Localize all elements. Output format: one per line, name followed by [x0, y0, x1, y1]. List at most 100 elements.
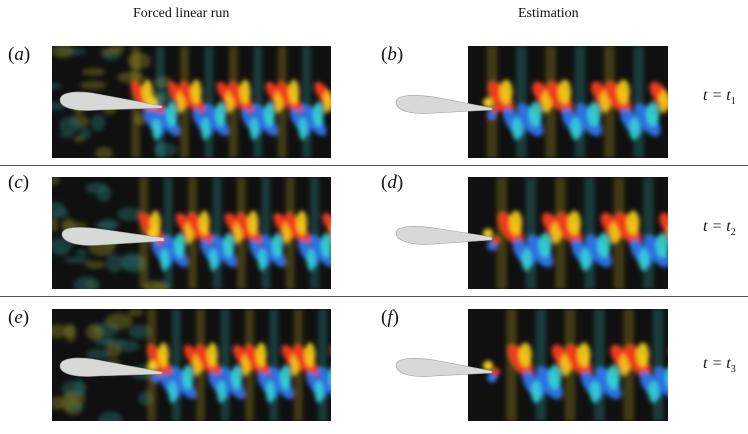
- wake-band: [220, 309, 230, 421]
- vortex-halo: [518, 342, 532, 368]
- trailing-edge-vortex: [492, 104, 500, 113]
- vortex-halo: [304, 342, 316, 368]
- upstream-structure: [120, 252, 142, 270]
- vortex-halo: [521, 248, 532, 272]
- wake-band: [302, 46, 311, 158]
- upstream-structure: [59, 117, 81, 134]
- vortex-halo: [511, 117, 523, 141]
- upstream-structure: [52, 396, 65, 411]
- wake-band: [318, 309, 328, 421]
- upstream-structure: [97, 411, 123, 421]
- upstream-structure: [116, 71, 145, 84]
- panel-label-d: (d): [381, 172, 404, 193]
- vortex-halo: [200, 117, 210, 141]
- vortex-halo: [207, 342, 218, 368]
- wake-band: [574, 46, 586, 158]
- vorticity-field: [468, 46, 668, 158]
- wake-band: [652, 309, 664, 421]
- wake-band: [594, 309, 605, 421]
- upstream-structure: [73, 276, 100, 289]
- wake-band: [633, 46, 644, 158]
- vortex-halo: [531, 380, 542, 404]
- vortex-halo: [329, 367, 331, 387]
- panel-label-e: (e): [8, 307, 30, 328]
- vortex-halo: [231, 365, 243, 390]
- vorticity-field: [468, 309, 668, 421]
- upstream-structure: [85, 261, 106, 269]
- vortex-halo: [321, 233, 331, 258]
- vortex-halo: [567, 210, 581, 236]
- wake-band: [516, 46, 527, 158]
- trailing-edge-vortex: [147, 360, 158, 371]
- row-separator-2: [0, 296, 748, 297]
- wake-band: [171, 309, 181, 421]
- vortex-halo: [312, 102, 324, 127]
- vortex-halo: [217, 380, 226, 404]
- airfoil-c: [61, 227, 165, 246]
- upstream-structure: [73, 135, 85, 143]
- vortex-core: [659, 212, 668, 240]
- airfoil-shape: [59, 357, 163, 377]
- vortex-halo: [570, 117, 581, 141]
- vortex-halo: [239, 79, 251, 105]
- trailing-edge-vortex: [492, 235, 500, 244]
- vortex-halo: [247, 210, 259, 236]
- upstream-structure: [85, 323, 103, 341]
- trailing-edge-vortex: [492, 367, 500, 376]
- vortex-halo: [152, 117, 161, 141]
- vortex-halo: [160, 248, 169, 272]
- airfoil-e: [59, 357, 163, 377]
- vortex-halo: [577, 342, 591, 368]
- vortex-halo: [629, 117, 640, 141]
- vortex-halo: [322, 90, 331, 114]
- wake-band: [261, 177, 271, 289]
- vortex-halo: [223, 233, 235, 258]
- upstream-structure: [74, 379, 85, 396]
- wake-band: [535, 309, 546, 421]
- airfoil-shape: [61, 227, 165, 246]
- wake-band: [269, 309, 279, 421]
- vortex-halo: [606, 365, 620, 390]
- vortex-halo: [665, 367, 668, 387]
- vortex-halo: [249, 117, 259, 141]
- upstream-structure: [85, 182, 108, 194]
- vortex-halo: [288, 79, 300, 105]
- wake-band: [155, 46, 165, 158]
- vortex-halo: [648, 380, 659, 404]
- upstream-structure: [65, 324, 76, 343]
- wake-band: [643, 177, 654, 289]
- upstream-structure: [105, 254, 124, 273]
- vortex-halo: [272, 233, 283, 258]
- upstream-structure: [128, 309, 144, 317]
- flow-field-a: [52, 46, 331, 158]
- vortex-halo: [646, 102, 660, 127]
- panel-label-c: (c): [8, 172, 30, 193]
- panel-label-b: (b): [381, 44, 404, 65]
- upstream-structure: [52, 324, 70, 339]
- vortex-halo: [636, 342, 650, 368]
- vortex-halo: [168, 380, 177, 404]
- vortex-halo: [509, 210, 523, 236]
- upstream-structure: [90, 114, 106, 132]
- vortex-halo: [257, 248, 267, 272]
- vortex-halo: [280, 365, 291, 390]
- upstream-structure: [52, 82, 62, 90]
- upstream-structure: [115, 340, 140, 352]
- upstream-structure: [105, 342, 122, 358]
- vortex-halo: [538, 233, 552, 258]
- wake-band: [310, 177, 319, 289]
- wake-band: [204, 46, 214, 158]
- airfoil-shape: [395, 358, 493, 377]
- vortex-halo: [166, 102, 178, 127]
- wake-band: [506, 309, 517, 421]
- vortex-halo: [558, 79, 572, 105]
- vortex-halo: [174, 233, 186, 258]
- vortex-halo: [528, 102, 542, 127]
- vortex-halo: [499, 79, 513, 105]
- panel-label-a: (a): [8, 44, 31, 65]
- upstream-structure: [117, 207, 142, 221]
- column-title-forced: Forced linear run: [133, 6, 230, 21]
- wake-band: [212, 177, 222, 289]
- vortex-halo: [198, 210, 210, 236]
- time-label-t1: t = t1: [703, 87, 736, 108]
